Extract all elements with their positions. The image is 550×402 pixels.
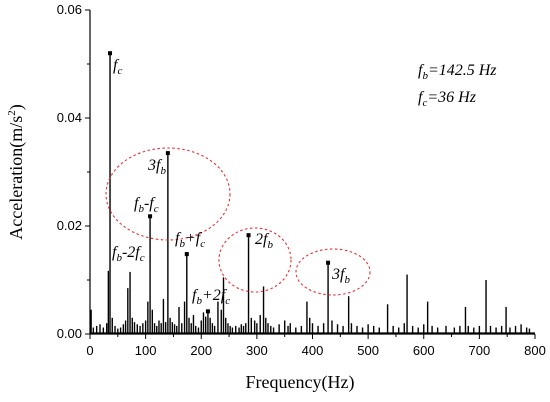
- annotation-ann-fb-plus-2fc: fb+2fc: [192, 287, 230, 307]
- x-axis-title: Frequency(Hz): [246, 372, 355, 393]
- x-tick-label: 400: [302, 343, 324, 358]
- x-tick-label: 700: [469, 343, 491, 358]
- y-tick-label: 0.02: [57, 218, 82, 233]
- label-subscript: b: [196, 295, 202, 307]
- x-tick-label: 500: [357, 343, 379, 358]
- label-main: f: [112, 244, 119, 261]
- label-subscript-2: c: [140, 252, 145, 264]
- label-subscript: b: [160, 165, 166, 177]
- label-rest: =142.5 Hz: [428, 62, 497, 79]
- label-main: 3f: [147, 157, 163, 174]
- frequency-note: fb=142.5 Hz: [418, 62, 497, 82]
- annotation-ann-fb-plus-fc: fb+fc: [175, 230, 205, 250]
- annotation-ann-2fb: 2fb: [255, 231, 273, 251]
- annotation-ann-fb-minus-fc: fb-fc: [134, 195, 159, 215]
- peak-marker-2fb: [246, 233, 251, 238]
- x-tick-label: 300: [246, 343, 268, 358]
- x-tick-label: 100: [135, 343, 157, 358]
- y-axis-title: Acceleration(m/s2): [6, 104, 27, 239]
- label-rest: -f: [144, 195, 156, 212]
- label-main: f: [192, 287, 199, 304]
- label-main: 3f: [331, 266, 347, 283]
- annotation-ann-3fb: 3fb: [331, 266, 350, 286]
- annotation-ann-fc: fc: [113, 57, 122, 77]
- x-tick-label: 800: [524, 343, 546, 358]
- peak-marker-fb+2fc: [205, 309, 210, 314]
- highlight-circle-fb: [105, 147, 231, 241]
- label-subscript: c: [117, 65, 122, 77]
- label-main: 2f: [255, 231, 270, 248]
- y-tick-label: 0.00: [57, 326, 82, 341]
- label-rest: +f: [185, 230, 203, 247]
- label-subscript: b: [116, 252, 122, 264]
- peak-marker-fc: [108, 51, 113, 56]
- highlight-circle-2fb: [218, 227, 292, 293]
- x-tick-label: 200: [190, 343, 212, 358]
- annotation-ann-fb-minus-2fc: fb-2fc: [112, 244, 145, 264]
- y-axis-title-sup: 2: [6, 110, 18, 116]
- highlight-circle-3fb: [295, 248, 371, 296]
- label-subscript-2: c: [200, 238, 205, 250]
- peak-marker-fb: [165, 151, 170, 156]
- peak-marker-3fb: [326, 260, 331, 265]
- label-subscript: b: [422, 70, 428, 82]
- x-tick-label: 600: [413, 343, 435, 358]
- peak-marker-fb-fc: [148, 214, 153, 219]
- label-subscript-2: c: [154, 203, 159, 215]
- label-rest: -2f: [122, 244, 142, 261]
- x-tick-label: 0: [86, 343, 93, 358]
- y-tick-label: 0.06: [57, 2, 82, 17]
- label-subscript: b: [344, 274, 350, 286]
- frequency-note: fc=36 Hz: [418, 89, 477, 109]
- label-subscript-2: c: [225, 295, 230, 307]
- label-subscript: b: [138, 203, 144, 215]
- label-main: f: [113, 57, 120, 74]
- label-subscript: b: [179, 238, 185, 250]
- axes: 0 100 200 300 400 500 600 700 800 0.00 0.02 0.04 0.0…: [57, 2, 546, 358]
- peak-marker-fb+fc: [184, 252, 189, 257]
- annotation-ann-3fb-circle: 3fb: [147, 157, 166, 177]
- label-subscript: b: [267, 239, 273, 251]
- y-tick-label: 0.04: [57, 110, 82, 125]
- y-axis-title-main: Acceleration(m/s: [6, 116, 27, 240]
- y-axis-title-tail: ): [6, 104, 27, 110]
- label-main: f: [134, 195, 141, 212]
- label-main: f: [418, 89, 425, 106]
- label-main: f: [418, 62, 425, 79]
- label-rest: +2f: [202, 287, 228, 304]
- plot-area: [90, 51, 535, 334]
- label-subscript: c: [422, 97, 427, 109]
- annotations: fc3fbfb-fcfb-2fcfb+fcfb+2fc2fb3fbfb=142.…: [105, 57, 497, 307]
- label-main: f: [175, 230, 182, 247]
- label-rest: =36 Hz: [427, 89, 476, 106]
